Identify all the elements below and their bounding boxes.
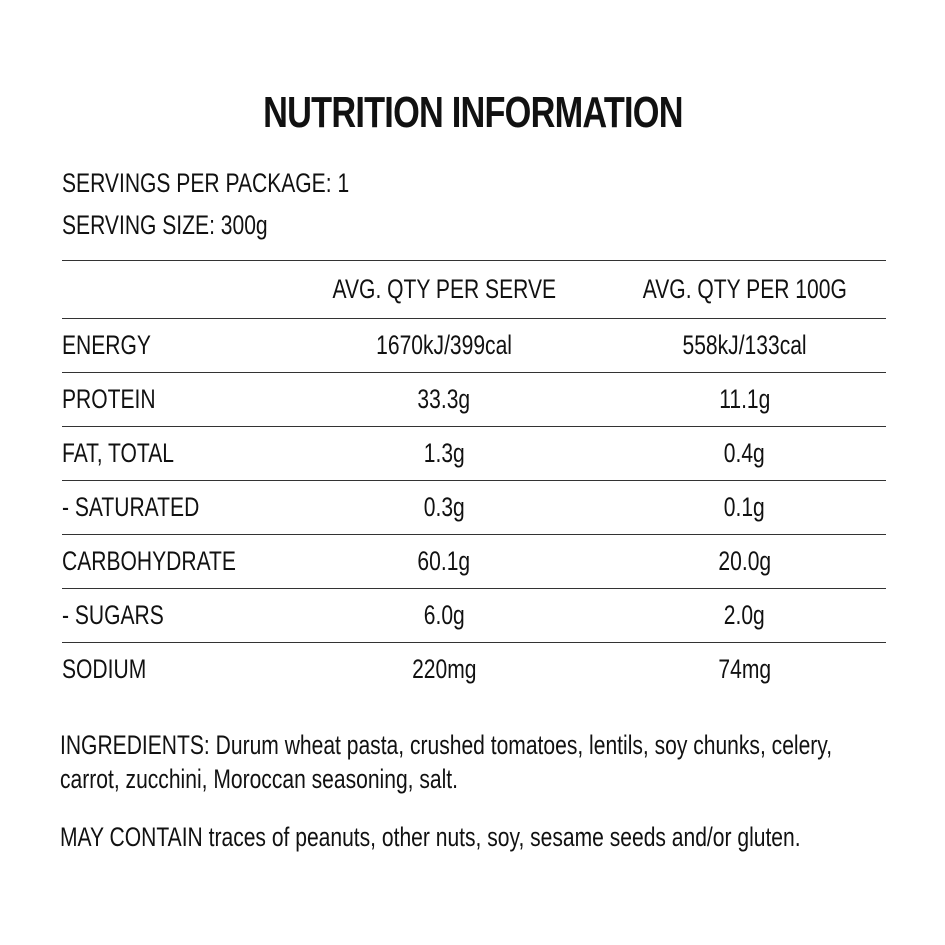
servings-per-package: SERVINGS PER PACKAGE: 1 bbox=[62, 168, 430, 199]
per-serve-value: 33.3g bbox=[285, 372, 604, 427]
per-serve-value: 1.3g bbox=[285, 426, 604, 481]
nutrient-name: SODIUM bbox=[62, 654, 147, 684]
serving-size-value: 300g bbox=[220, 210, 268, 240]
header-per-100g: AVG. QTY PER 100G bbox=[603, 260, 886, 319]
per-serve-value: 60.1g bbox=[285, 534, 604, 589]
per-serve-value: 6.0g bbox=[285, 588, 604, 643]
per-100g-value: 0.4g bbox=[603, 426, 886, 481]
serving-size-label: SERVING SIZE: bbox=[62, 210, 215, 240]
ingredients-paragraph: INGREDIENTS: Durum wheat pasta, crushed … bbox=[60, 728, 887, 796]
ingredients-text: Durum wheat pasta, crushed tomatoes, len… bbox=[60, 730, 833, 794]
per-100g-value: 11.1g bbox=[603, 372, 886, 427]
nutrient-name: FAT, TOTAL bbox=[62, 426, 286, 481]
table-row: - SATURATED 0.3g 0.1g bbox=[62, 480, 886, 535]
table-row: FAT, TOTAL 1.3g 0.4g bbox=[62, 426, 886, 481]
ingredients-label: INGREDIENTS: bbox=[60, 730, 210, 760]
per-serve-value: 1670kJ/399cal bbox=[285, 318, 604, 373]
per-100g-value: 74mg bbox=[718, 654, 771, 684]
may-contain-text: traces of peanuts, other nuts, soy, sesa… bbox=[208, 822, 801, 852]
header-per-serve: AVG. QTY PER SERVE bbox=[285, 260, 604, 319]
nutrient-name: ENERGY bbox=[62, 318, 286, 373]
nutrient-name: - SATURATED bbox=[62, 480, 286, 535]
per-100g-value: 20.0g bbox=[603, 534, 886, 589]
header-nutrient bbox=[62, 260, 286, 319]
nutrition-table: AVG. QTY PER SERVE AVG. QTY PER 100G ENE… bbox=[62, 260, 886, 696]
serving-size: SERVING SIZE: 300g bbox=[62, 210, 326, 241]
table-row: ENERGY 1670kJ/399cal 558kJ/133cal bbox=[62, 318, 886, 373]
nutrient-name: PROTEIN bbox=[62, 372, 286, 427]
per-100g-value: 2.0g bbox=[603, 588, 886, 643]
table-row: - SUGARS 6.0g 2.0g bbox=[62, 588, 886, 643]
per-100g-value: 0.1g bbox=[603, 480, 886, 535]
table-row: CARBOHYDRATE 60.1g 20.0g bbox=[62, 534, 886, 589]
nutrient-name: - SUGARS bbox=[62, 588, 286, 643]
table-header-row: AVG. QTY PER SERVE AVG. QTY PER 100G bbox=[62, 260, 886, 319]
may-contain-label: MAY CONTAIN bbox=[60, 822, 203, 852]
per-serve-value: 0.3g bbox=[285, 480, 604, 535]
servings-per-package-value: 1 bbox=[337, 168, 350, 198]
per-100g-value: 558kJ/133cal bbox=[603, 318, 886, 373]
may-contain-paragraph: MAY CONTAIN traces of peanuts, other nut… bbox=[60, 820, 887, 854]
nutrient-name: CARBOHYDRATE bbox=[62, 534, 286, 589]
per-serve-value: 220mg bbox=[411, 654, 477, 684]
page-title: NUTRITION INFORMATION bbox=[262, 88, 683, 137]
table-row: SODIUM 220mg 74mg bbox=[62, 643, 886, 697]
table-row: PROTEIN 33.3g 11.1g bbox=[62, 372, 886, 427]
servings-per-package-label: SERVINGS PER PACKAGE: bbox=[62, 168, 332, 198]
